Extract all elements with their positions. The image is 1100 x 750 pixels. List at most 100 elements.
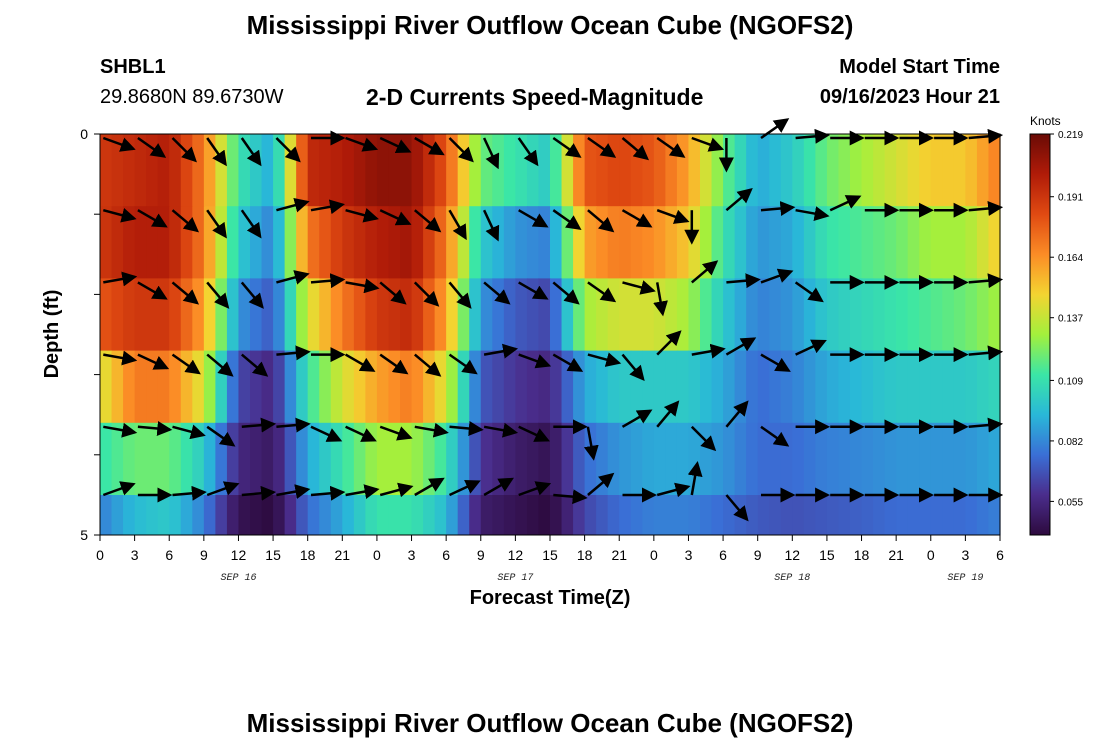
x-tick-label: 15 [542,547,558,563]
heatmap-cell [296,206,309,279]
heatmap-cell [561,495,574,536]
heatmap-cell [261,350,274,424]
current-vector-arrow [172,424,206,440]
heatmap-cell [826,278,840,352]
heatmap-cell [296,422,309,496]
heatmap-cell [792,495,805,536]
heatmap-cell [953,350,966,424]
heatmap-cell [976,206,990,279]
heatmap-cell [538,350,551,424]
heatmap-cell [942,422,955,496]
current-vector-arrow [725,187,753,212]
heatmap-cell [884,350,897,424]
heatmap-cell [284,495,297,536]
heatmap-cell [642,134,655,207]
heatmap-cell [930,134,943,207]
current-vector-arrow [687,461,703,496]
heatmap-cell [296,350,309,424]
heatmap-cell [988,278,1001,352]
heatmap-cell [573,495,586,536]
heatmap-cell [850,422,863,496]
heatmap-cell [815,422,828,496]
colorbar-gradient [1029,133,1051,536]
colorbar-tick-label: 0.137 [1058,314,1083,325]
heatmap-cell [688,134,701,207]
heatmap-cell [123,495,136,536]
heatmap-cell [965,350,978,424]
heatmap-cell [642,206,655,279]
heatmap-cell [411,134,424,207]
x-tick-label: 0 [927,547,935,563]
current-vector-arrow [276,484,311,499]
heatmap-cell [423,495,436,536]
heatmap-cell [676,350,690,424]
heatmap-cell [123,350,136,424]
current-vector-arrow [413,281,440,307]
heatmap-cell [353,495,366,536]
current-vector-arrow [379,425,413,441]
heatmap-cell [653,495,666,536]
y-axis-title: Depth (ft) [41,290,63,379]
y-tick-label: 0 [80,126,88,142]
heatmap-cell [226,350,240,424]
heatmap-cell [434,134,447,207]
current-vector-arrow [483,477,514,497]
current-vector-arrow [448,353,478,375]
x-tick-label: 9 [754,547,762,563]
x-tick-label: 12 [231,547,247,563]
x-tick-label: 15 [819,547,835,563]
heatmap-cell [630,422,643,496]
heatmap-cell [284,278,297,352]
current-vector-arrow [552,281,580,305]
heatmap-cell [769,206,782,279]
heatmap-cell [342,495,355,536]
heatmap-cell [353,278,366,352]
x-tick-label: 6 [165,547,173,563]
heatmap-cell [676,278,690,352]
heatmap-cell [342,206,355,279]
heatmap-cell [192,495,205,536]
heatmap-cell [734,350,747,424]
station-id: SHBL1 [100,56,166,78]
heatmap-cell [307,495,320,536]
current-vector-arrow [310,199,345,215]
current-vector-arrow [587,136,617,158]
heatmap-cell [480,495,493,536]
current-vector-arrow [968,128,1004,144]
heatmap-cell [746,495,759,536]
heatmap-cell [688,422,701,496]
heatmap-cell [134,495,147,536]
heatmap-cell [146,495,159,536]
heatmap-cell [100,134,113,207]
current-vector-arrow [171,281,200,305]
heatmap-cell [607,350,620,424]
x-tick-label: 3 [131,547,139,563]
heatmap-cell [123,278,136,352]
heatmap-cell [757,278,770,352]
heatmap-cell [930,206,943,279]
heatmap-cell [700,278,713,352]
heatmap-cell [838,422,851,496]
heatmap-cell [492,350,505,424]
heatmap-cell [330,206,343,279]
current-vector-arrow [552,353,584,372]
heatmap-cell [342,278,355,352]
heatmap-cell [423,422,436,496]
heatmap-cell [873,278,886,352]
heatmap-cell [746,206,759,279]
x-axis-title: Forecast Time(Z) [470,587,631,609]
heatmap-cell [988,134,1001,207]
heatmap-cell [203,278,216,352]
heatmap-cell [953,422,966,496]
x-tick-label: 9 [200,547,208,563]
heatmap-cell [480,350,493,424]
current-vector-arrow [448,479,481,497]
heatmap-cell [873,206,886,279]
x-tick-label: 6 [442,547,450,563]
heatmap-cell [607,422,620,496]
heatmap-cell [919,350,932,424]
x-tick-label: 3 [408,547,416,563]
current-vector-arrow [656,482,691,498]
current-vector-arrow [587,352,622,367]
heatmap-cell [192,422,205,496]
